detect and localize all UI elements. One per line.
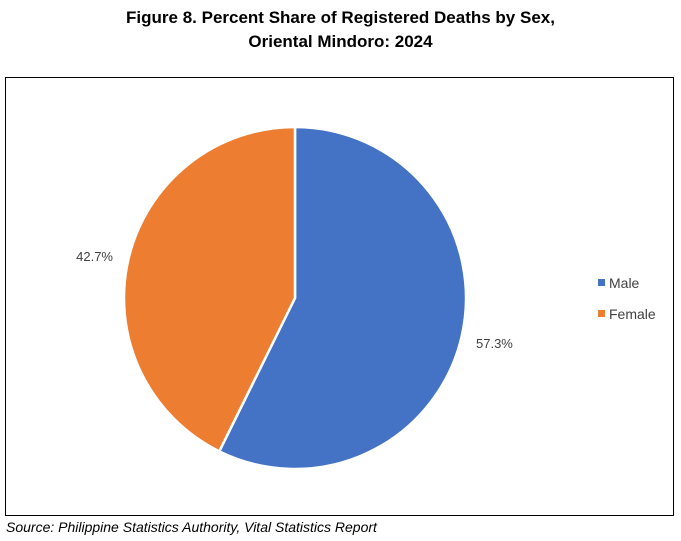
legend-swatch-female <box>598 310 605 317</box>
chart-legend: Male Female <box>598 275 656 322</box>
data-label-female: 42.7% <box>76 249 113 264</box>
pie-slice-female <box>122 125 297 454</box>
legend-label-female: Female <box>609 306 656 322</box>
legend-swatch-male <box>598 279 605 286</box>
data-label-male: 57.3% <box>476 336 513 351</box>
legend-label-male: Male <box>609 275 640 291</box>
chart-title-line1: Figure 8. Percent Share of Registered De… <box>126 8 555 27</box>
pie-slices <box>122 125 468 471</box>
pie-slice-male <box>217 125 468 471</box>
source-note: Source: Philippine Statistics Authority,… <box>6 519 377 535</box>
chart-title: Figure 8. Percent Share of Registered De… <box>0 6 681 54</box>
pie-data-labels: 57.3% 42.7% <box>76 249 513 351</box>
chart-title-line2: Oriental Mindoro: 2024 <box>248 32 433 51</box>
chart-frame <box>5 77 674 516</box>
